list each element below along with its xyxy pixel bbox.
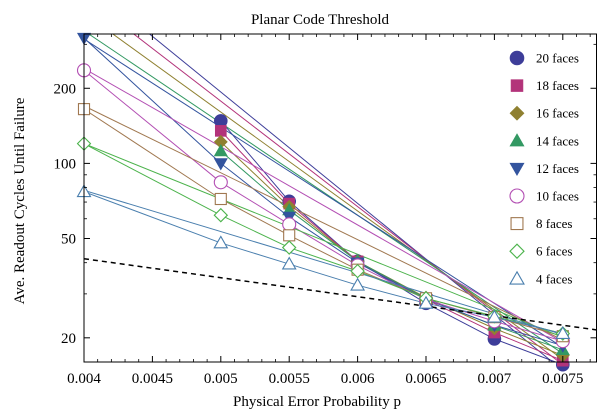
data-point [213,158,228,171]
data-point [283,229,296,242]
fit-line [84,105,564,341]
legend-marker [509,105,525,121]
x-tick-label: 0.0045 [132,371,173,387]
legend-marker [510,79,524,92]
data-point [213,235,229,249]
legend-marker [509,188,525,204]
legend-marker [509,162,525,177]
legend-marker [509,50,525,66]
fit-line [84,38,564,348]
x-tick-label: 0.005 [204,371,238,387]
legend-marker [510,217,524,231]
legend-label: 12 faces [536,161,579,176]
legend-label: 6 faces [536,244,572,259]
data-point [213,175,228,190]
legend-label: 4 faces [536,271,572,286]
y-tick-label: 50 [61,232,76,248]
fit-line [132,34,561,362]
data-point [555,325,571,339]
data-point [350,277,366,291]
y-tick-label: 20 [61,331,76,347]
fit-line [84,68,564,343]
legend-label: 20 faces [536,51,579,66]
x-tick-label: 0.0075 [542,371,583,387]
legend-label: 18 faces [536,78,579,93]
fit-line [84,189,563,336]
legend-marker [509,243,525,259]
data-point [213,207,229,223]
data-point [282,217,297,232]
data-point [214,192,227,206]
x-tick-label: 0.0055 [269,371,310,387]
x-tick-label: 0.0065 [405,371,446,387]
data-point [281,256,297,270]
legend-label: 10 faces [536,189,579,204]
fit-line [111,34,564,360]
y-tick-label: 100 [54,156,77,172]
x-tick-label: 0.004 [67,371,101,387]
data-points [76,32,571,372]
data-point [281,240,297,255]
chart-title: Planar Code Threshold [251,12,390,28]
data-point [486,309,502,323]
y-tick-label: 200 [54,81,77,97]
y-axis-label: Ave. Readout Cycles Until Failure [12,97,28,304]
legend-label: 14 faces [536,133,579,148]
legend-marker [509,270,525,285]
legend: 20 faces 18 faces 16 faces 14 faces 12 faces… [509,50,579,286]
x-tick-label: 0.006 [341,371,375,387]
series-line [220,141,563,356]
fit-line [84,143,563,338]
data-point [418,295,434,309]
data-point [213,144,228,157]
data-point [214,125,227,137]
fit-line [87,34,564,354]
legend-label: 16 faces [536,106,579,121]
x-axis-label: Physical Error Probability p [233,394,401,410]
axes: 0.004 0.0045 0.005 0.0055 0.006 0.0065 0.007 0.… [54,33,597,387]
legend-marker [509,133,525,147]
x-tick-label: 0.007 [478,371,512,387]
legend-label: 8 faces [536,216,572,231]
